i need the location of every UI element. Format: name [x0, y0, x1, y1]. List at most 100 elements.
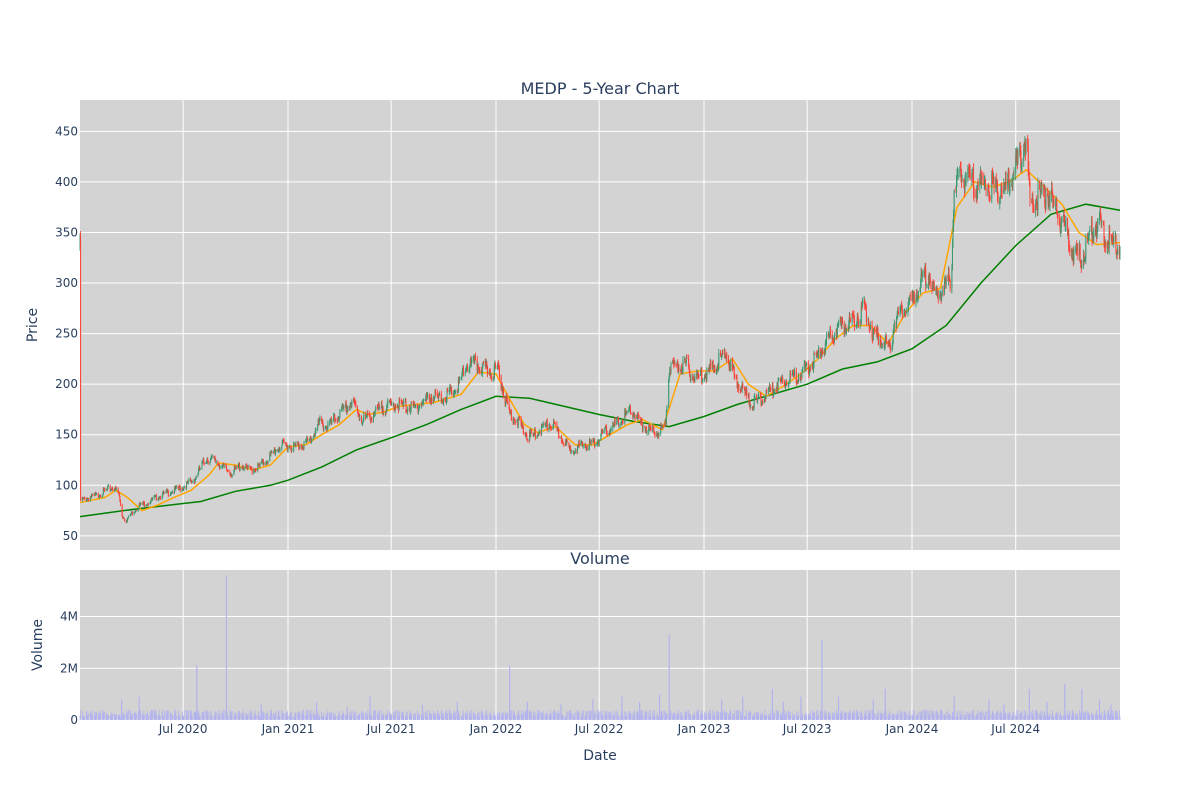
candle-body: [948, 271, 950, 277]
candle-body: [641, 424, 643, 430]
volume-bar: [359, 712, 361, 720]
candle-body: [367, 412, 369, 415]
volume-bar: [645, 710, 647, 720]
candlestick: [313, 433, 315, 439]
volume-bar: [418, 716, 419, 720]
volume-bar: [825, 711, 827, 720]
candle-body: [802, 369, 804, 370]
candle-body: [828, 334, 830, 336]
candlestick: [642, 424, 644, 432]
candle-body: [947, 271, 949, 281]
candlestick: [134, 510, 136, 513]
candlestick: [295, 441, 297, 448]
volume-bar: [87, 715, 89, 720]
candle-body: [614, 419, 616, 425]
candlestick: [169, 494, 171, 497]
candlestick: [817, 350, 819, 359]
volume-bar: [241, 713, 243, 720]
candlestick: [570, 449, 572, 455]
volume-bar: [373, 710, 375, 720]
volume-bar: [150, 710, 152, 720]
candlestick: [714, 365, 716, 374]
volume-bar: [390, 714, 392, 720]
volume-bar: [836, 712, 838, 720]
candle-body: [253, 469, 255, 473]
candle-body: [562, 442, 564, 445]
candlestick: [624, 407, 626, 418]
volume-bar: [883, 713, 885, 720]
candlestick: [924, 266, 926, 277]
candlestick: [302, 446, 304, 451]
candlestick: [350, 402, 352, 408]
candlestick: [849, 317, 851, 323]
volume-bar: [709, 709, 711, 720]
candlestick: [305, 437, 307, 444]
volume-bar: [622, 716, 624, 720]
volume-bar: [493, 712, 495, 720]
candlestick: [1031, 198, 1033, 204]
candle-body: [943, 290, 945, 292]
volume-bar: [235, 714, 237, 720]
candlestick: [826, 331, 828, 346]
candle-body: [608, 430, 610, 435]
volume-bar: [464, 712, 466, 720]
volume-bar: [798, 711, 799, 720]
candle-body: [279, 448, 281, 451]
candle-body: [1087, 238, 1089, 240]
candlestick: [542, 422, 544, 429]
candlestick: [119, 499, 121, 506]
candlestick: [1027, 134, 1029, 152]
candlestick: [608, 430, 610, 437]
candlestick: [569, 444, 571, 452]
volume-bar: [896, 713, 898, 720]
volume-bar: [776, 715, 778, 720]
candlestick: [394, 407, 396, 412]
volume-bar: [641, 710, 643, 720]
candle-body: [219, 465, 221, 469]
candle-body: [805, 365, 807, 368]
volume-bar: [545, 716, 546, 720]
candle-body: [864, 304, 866, 306]
candlestick: [411, 401, 413, 404]
volume-bar: [394, 709, 396, 720]
volume-bar: [440, 709, 442, 720]
candlestick: [770, 387, 772, 392]
candle-body: [724, 351, 726, 356]
volume-bar: [489, 715, 491, 720]
candle-body: [738, 384, 740, 391]
candle-body: [261, 460, 263, 463]
candlestick: [441, 397, 443, 404]
candlestick: [82, 497, 84, 499]
volume-bar: [187, 710, 189, 720]
candlestick: [609, 429, 611, 436]
candlestick: [1027, 138, 1029, 176]
volume-bar: [206, 710, 207, 720]
candle-body: [971, 174, 973, 178]
candlestick: [908, 298, 910, 302]
volume-bar: [510, 709, 512, 720]
candlestick: [856, 313, 858, 328]
price-tick-label: 200: [55, 377, 78, 391]
candle-body: [506, 395, 508, 401]
candle-body: [378, 404, 380, 407]
candlestick: [630, 412, 632, 415]
candlestick: [565, 439, 567, 446]
candlestick: [885, 334, 887, 345]
candle-body: [561, 437, 563, 442]
candlestick: [592, 437, 594, 444]
candlestick: [97, 492, 99, 498]
candle-body: [135, 510, 137, 512]
candle-body: [798, 376, 800, 381]
volume-bar: [342, 710, 344, 720]
volume-bar: [135, 712, 137, 720]
candlestick: [249, 466, 251, 470]
volume-bar: [98, 714, 100, 720]
candle-body: [831, 334, 833, 340]
candle-body: [529, 431, 531, 435]
volume-bar: [720, 712, 721, 720]
candle-body: [347, 406, 349, 412]
volume-bars: [79, 575, 1121, 720]
candlestick: [489, 368, 491, 376]
candle-body: [636, 415, 638, 418]
volume-bar: [158, 710, 160, 720]
